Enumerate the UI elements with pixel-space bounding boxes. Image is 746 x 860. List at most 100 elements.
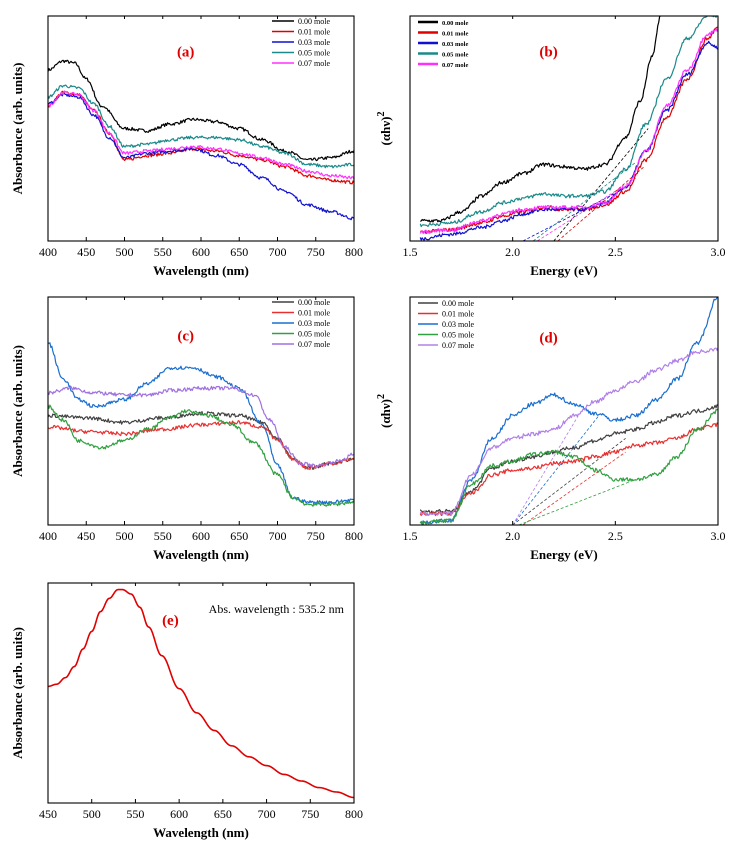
series-line-c-0: [48, 410, 354, 470]
series-line-d-1: [419, 422, 718, 517]
y-axis-label-c: Absorbance (arb. units): [10, 345, 25, 477]
x-tick-label-d-2: 2.5: [608, 529, 623, 543]
series-line-d-4: [419, 347, 718, 516]
legend-label-d-1: 0.01 mole: [442, 310, 474, 319]
x-tick-label-a-4: 600: [192, 245, 210, 259]
plot-area-c: [48, 342, 354, 507]
series-line-c-1: [48, 420, 354, 471]
series-line-a-0: [48, 59, 354, 162]
x-tick-label-c-7: 750: [307, 529, 325, 543]
fit-line-d-2: [512, 415, 600, 525]
x-tick-label-e-6: 750: [301, 807, 319, 821]
panel-d: 1.5 2.0 2.5 3.0 Energy (eV) (αhν)2 (d) 0.00 mol…: [376, 296, 726, 562]
legend-label-a-3: 0.05 mole: [298, 49, 330, 58]
legend-label-d-0: 0.00 mole: [442, 299, 474, 308]
x-tick-label-a-5: 650: [230, 245, 248, 259]
x-axis-label-e: Wavelength (nm): [153, 825, 249, 840]
x-tick-label-c-5: 650: [230, 529, 248, 543]
annotation-e: Abs. wavelength : 535.2 nm: [209, 602, 345, 616]
legend-label-b-0: 0.00 mole: [442, 20, 468, 27]
y-axis-label-d: (αhν)2: [376, 394, 393, 428]
x-tick-label-c-8: 800: [345, 529, 363, 543]
x-tick-label-a-8: 800: [345, 245, 363, 259]
series-line-d-2: [420, 297, 718, 525]
legend-label-b-1: 0.01 mole: [442, 31, 468, 38]
x-tick-label-d-0: 1.5: [403, 529, 418, 543]
x-tick-label-a-0: 400: [39, 245, 57, 259]
plot-area-b: [419, 16, 718, 241]
legend-label-d-4: 0.07 mole: [442, 341, 474, 350]
x-tick-label-c-6: 700: [269, 529, 287, 543]
x-tick-label-e-5: 700: [258, 807, 276, 821]
plot-area-e: [48, 588, 354, 799]
panel-tag-c: (c): [177, 328, 194, 344]
legend-label-a-4: 0.07 mole: [298, 59, 330, 68]
series-line-d-0: [419, 404, 718, 514]
x-axis-label-a: Wavelength (nm): [153, 263, 249, 278]
plot-area-d: [419, 297, 718, 525]
axes-frame-b: [409, 15, 719, 242]
legend-label-b-4: 0.07 mole: [442, 62, 468, 69]
series-line-a-3: [48, 84, 354, 169]
y-axis-label-sup-d: 2: [376, 394, 387, 399]
x-tick-label-d-1: 2.0: [505, 529, 520, 543]
x-tick-label-b-0: 1.5: [403, 245, 418, 259]
panel-c: 400 450 500 550 600 650 700 750 800 Wavelength (n…: [10, 296, 363, 562]
legend-label-c-1: 0.01 mole: [298, 309, 330, 318]
y-axis-label-a: Absorbance (arb. units): [10, 63, 25, 195]
panel-e: 450 500 550 600 650 700 750 800 Wavelength (nm) A…: [10, 582, 363, 840]
x-tick-label-e-2: 550: [126, 807, 144, 821]
legend-b: 0.00 mole 0.01 mole 0.03 mole 0.05 mole 0.07…: [418, 20, 468, 69]
fit-line-d-0: [512, 438, 626, 525]
plot-area-a: [48, 59, 354, 221]
series-line-d-3: [419, 408, 718, 525]
x-tick-label-a-1: 450: [77, 245, 95, 259]
series-line-e-0: [48, 588, 354, 799]
y-axis-label-e: Absorbance (arb. units): [10, 627, 25, 759]
x-tick-label-e-4: 650: [214, 807, 232, 821]
x-tick-label-e-1: 500: [83, 807, 101, 821]
fit-line-b-3: [532, 161, 637, 241]
fit-line-d-1: [522, 451, 626, 525]
panel-tag-a: (a): [177, 45, 195, 61]
series-line-a-4: [48, 90, 354, 180]
y-axis-label-base-d: (αhν): [378, 399, 393, 428]
legend-label-c-2: 0.03 mole: [298, 319, 330, 328]
legend-label-d-2: 0.03 mole: [442, 320, 474, 329]
x-tick-label-a-7: 750: [307, 245, 325, 259]
x-tick-label-c-3: 550: [154, 529, 172, 543]
axes-frame-d: [409, 296, 719, 526]
legend-label-b-2: 0.03 mole: [442, 41, 468, 48]
legend-label-a-0: 0.00 mole: [298, 17, 330, 26]
x-tick-label-e-0: 450: [39, 807, 57, 821]
fit-line-b-2: [522, 184, 632, 241]
legend-label-a-2: 0.03 mole: [298, 38, 330, 47]
series-line-b-3: [419, 16, 718, 228]
series-line-b-2: [419, 40, 718, 241]
legend-label-c-4: 0.07 mole: [298, 340, 330, 349]
series-line-a-2: [48, 92, 354, 221]
fit-line-d-3: [518, 479, 637, 525]
fit-line-d-4: [512, 415, 579, 525]
panel-tag-d: (d): [539, 331, 557, 347]
x-tick-label-a-2: 500: [116, 245, 134, 259]
x-axis-label-b: Energy (eV): [530, 263, 598, 278]
x-tick-label-a-3: 550: [154, 245, 172, 259]
y-axis-label-base-b: (αhν): [378, 117, 393, 146]
x-axis-label-c: Wavelength (nm): [153, 547, 249, 562]
x-tick-label-c-4: 600: [192, 529, 210, 543]
x-tick-label-a-6: 700: [269, 245, 287, 259]
y-axis-label-b: (αhν)2: [376, 112, 393, 146]
x-tick-label-e-7: 800: [345, 807, 363, 821]
series-line-c-4: [48, 385, 354, 468]
x-tick-label-d-3: 3.0: [711, 529, 726, 543]
legend-label-a-1: 0.01 mole: [298, 28, 330, 37]
series-line-c-3: [48, 404, 354, 507]
legend-label-b-3: 0.05 mole: [442, 52, 468, 59]
legend-label-c-3: 0.05 mole: [298, 330, 330, 339]
fit-line-b-0: [553, 128, 649, 241]
